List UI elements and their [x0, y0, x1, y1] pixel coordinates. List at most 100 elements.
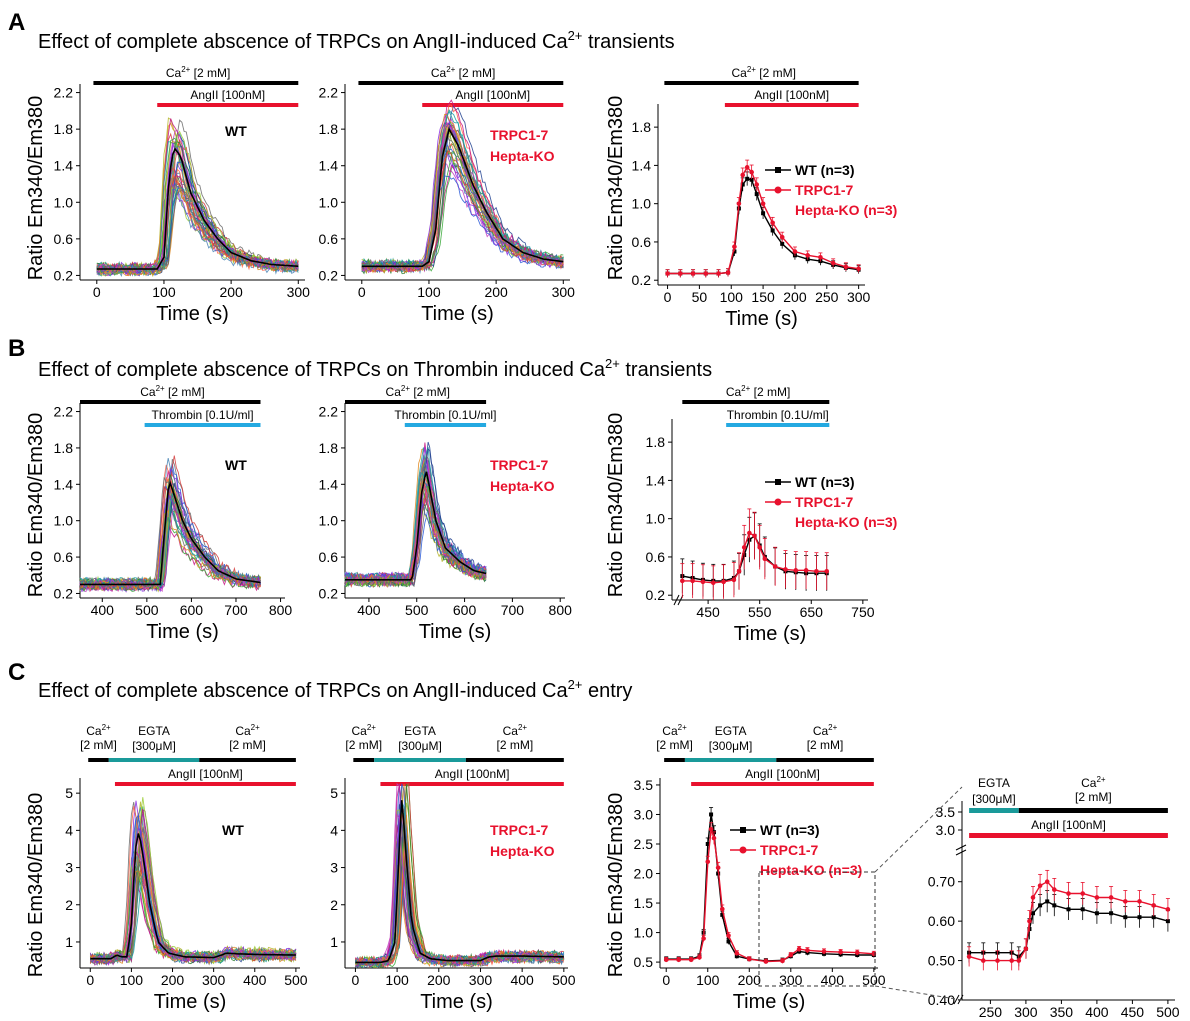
point-ko — [736, 568, 742, 574]
y-tick-label: 3.0 — [936, 822, 956, 838]
panel-b2: 400 500 600 700 800 0.2 0.6 1.0 1.4 1.8 2.2 Time (s… — [319, 384, 573, 643]
y-tick-label: 0.2 — [319, 267, 339, 283]
angii-label: AngII [100nM] — [1031, 818, 1106, 832]
point-ko — [1165, 907, 1171, 912]
thrombin-label: Thrombin [0.1U/ml] — [152, 408, 254, 422]
x-tick-label: 100 — [120, 972, 144, 988]
y-axis-label-c3: Ratio Em340/Em380 — [605, 793, 627, 978]
cell-trace — [355, 813, 564, 967]
cell-trace — [89, 853, 297, 963]
egta-label: EGTA — [978, 776, 1010, 790]
cell-trace — [361, 121, 564, 271]
point-ko — [830, 260, 836, 266]
point-ko — [711, 835, 717, 841]
x-tick-label: 100 — [385, 972, 409, 988]
y-tick-label: 1.8 — [319, 121, 339, 137]
point-wt — [1165, 919, 1170, 924]
x-axis-label: Time (s) — [154, 991, 227, 1013]
cell-trace — [89, 861, 297, 963]
thrombin-bar — [726, 423, 830, 427]
cell-trace — [89, 807, 296, 965]
x-tick-label: 550 — [748, 604, 772, 620]
x-tick-label: 50 — [692, 289, 708, 305]
cell-trace — [355, 787, 565, 968]
point-ko — [814, 568, 819, 574]
point-ko — [1037, 883, 1043, 888]
y-tick-label: 0.2 — [319, 585, 339, 601]
point-ko — [763, 959, 769, 964]
cell-trace — [355, 783, 564, 968]
x-tick-label: 650 — [800, 604, 824, 620]
point-ko — [1080, 891, 1085, 896]
point-ko — [716, 271, 721, 276]
point-ko — [726, 933, 731, 938]
y-tick-label: 0.2 — [54, 267, 74, 283]
y-tick-label: 1.0 — [54, 513, 74, 529]
point-wt — [1031, 911, 1035, 916]
point-wt — [770, 228, 775, 233]
point-ko — [736, 201, 742, 206]
x-tick-label: 500 — [552, 972, 576, 988]
point-ko — [824, 568, 830, 574]
point-wt — [1066, 907, 1071, 912]
cell-trace — [89, 813, 297, 965]
panel-a1: 0 100 200 300 0.2 0.6 1.0 1.4 1.8 2.2 Time (s) Ca2+… — [54, 65, 311, 325]
cell-trace — [361, 123, 564, 270]
ca-label: Ca2+ [2 mM] — [726, 384, 790, 399]
point-ko — [1044, 879, 1050, 885]
egta-conc-label: [300μM] — [398, 739, 442, 753]
egta-bar — [374, 758, 466, 762]
x-tick-label: 400 — [821, 972, 845, 988]
x-tick-label: 0 — [664, 289, 672, 305]
genotype-label-ko: TRPC1-7 — [490, 457, 549, 473]
y-tick-label: 1 — [65, 934, 73, 950]
y-tick-label: 0.2 — [646, 587, 666, 603]
x-tick-label: 200 — [738, 972, 762, 988]
section-a-letter: A — [8, 9, 25, 36]
cell-trace — [89, 832, 297, 965]
ca-bar — [465, 758, 564, 762]
point-ko — [805, 253, 810, 258]
angii-label: AngII [100nM] — [435, 767, 510, 781]
y-tick-label: 1.4 — [54, 476, 74, 492]
x-tick-label: 400 — [91, 602, 115, 618]
point-ko — [796, 946, 802, 952]
zoom-box — [758, 871, 876, 987]
panel-c3: 0 100 200 300 400 500 0.5 1.0 1.5 2.0 2.5 3.0 3.5 Tim… — [634, 723, 886, 1013]
cell-trace — [89, 813, 297, 966]
ca-label: Ca2+ [2 mM] — [431, 65, 495, 80]
x-axis-label: Time (s) — [734, 623, 807, 645]
point-ko — [1137, 899, 1142, 904]
cell-trace — [89, 800, 297, 963]
point-wt — [705, 842, 710, 846]
point-ko — [762, 556, 768, 562]
x-tick-label: 600 — [180, 602, 204, 618]
x-tick-label: 400 — [357, 602, 381, 618]
cell-trace — [90, 852, 297, 964]
section-b-letter: B — [8, 335, 25, 362]
cell-trace — [354, 854, 565, 969]
thrombin-label: Thrombin [0.1U/ml] — [727, 408, 829, 422]
x-tick-label: 300 — [469, 972, 493, 988]
genotype-label-ko: Hepta-KO — [490, 148, 555, 164]
point-ko — [1151, 903, 1156, 908]
cell-trace — [90, 837, 297, 966]
cell-trace — [90, 809, 297, 966]
point-wt — [734, 954, 739, 959]
y-tick-label: 1.8 — [646, 434, 666, 450]
y-tick-label: 1.8 — [319, 440, 339, 456]
ca-label: Ca2+ [2 mM] — [140, 384, 204, 399]
point-ko — [680, 578, 685, 584]
ca-bar — [199, 758, 296, 762]
cell-trace — [89, 808, 296, 963]
y-tick-label: 3 — [330, 860, 338, 876]
point-ko — [700, 579, 706, 585]
y-tick-label: 0.2 — [54, 585, 74, 601]
point-wt — [745, 176, 750, 181]
cell-trace — [355, 783, 565, 968]
y-tick-label: 0.6 — [319, 231, 339, 247]
point-wt — [1052, 903, 1057, 908]
y-axis-label-a3: Ratio Em340/Em380 — [605, 96, 627, 281]
x-axis-label: Time (s) — [421, 303, 494, 325]
